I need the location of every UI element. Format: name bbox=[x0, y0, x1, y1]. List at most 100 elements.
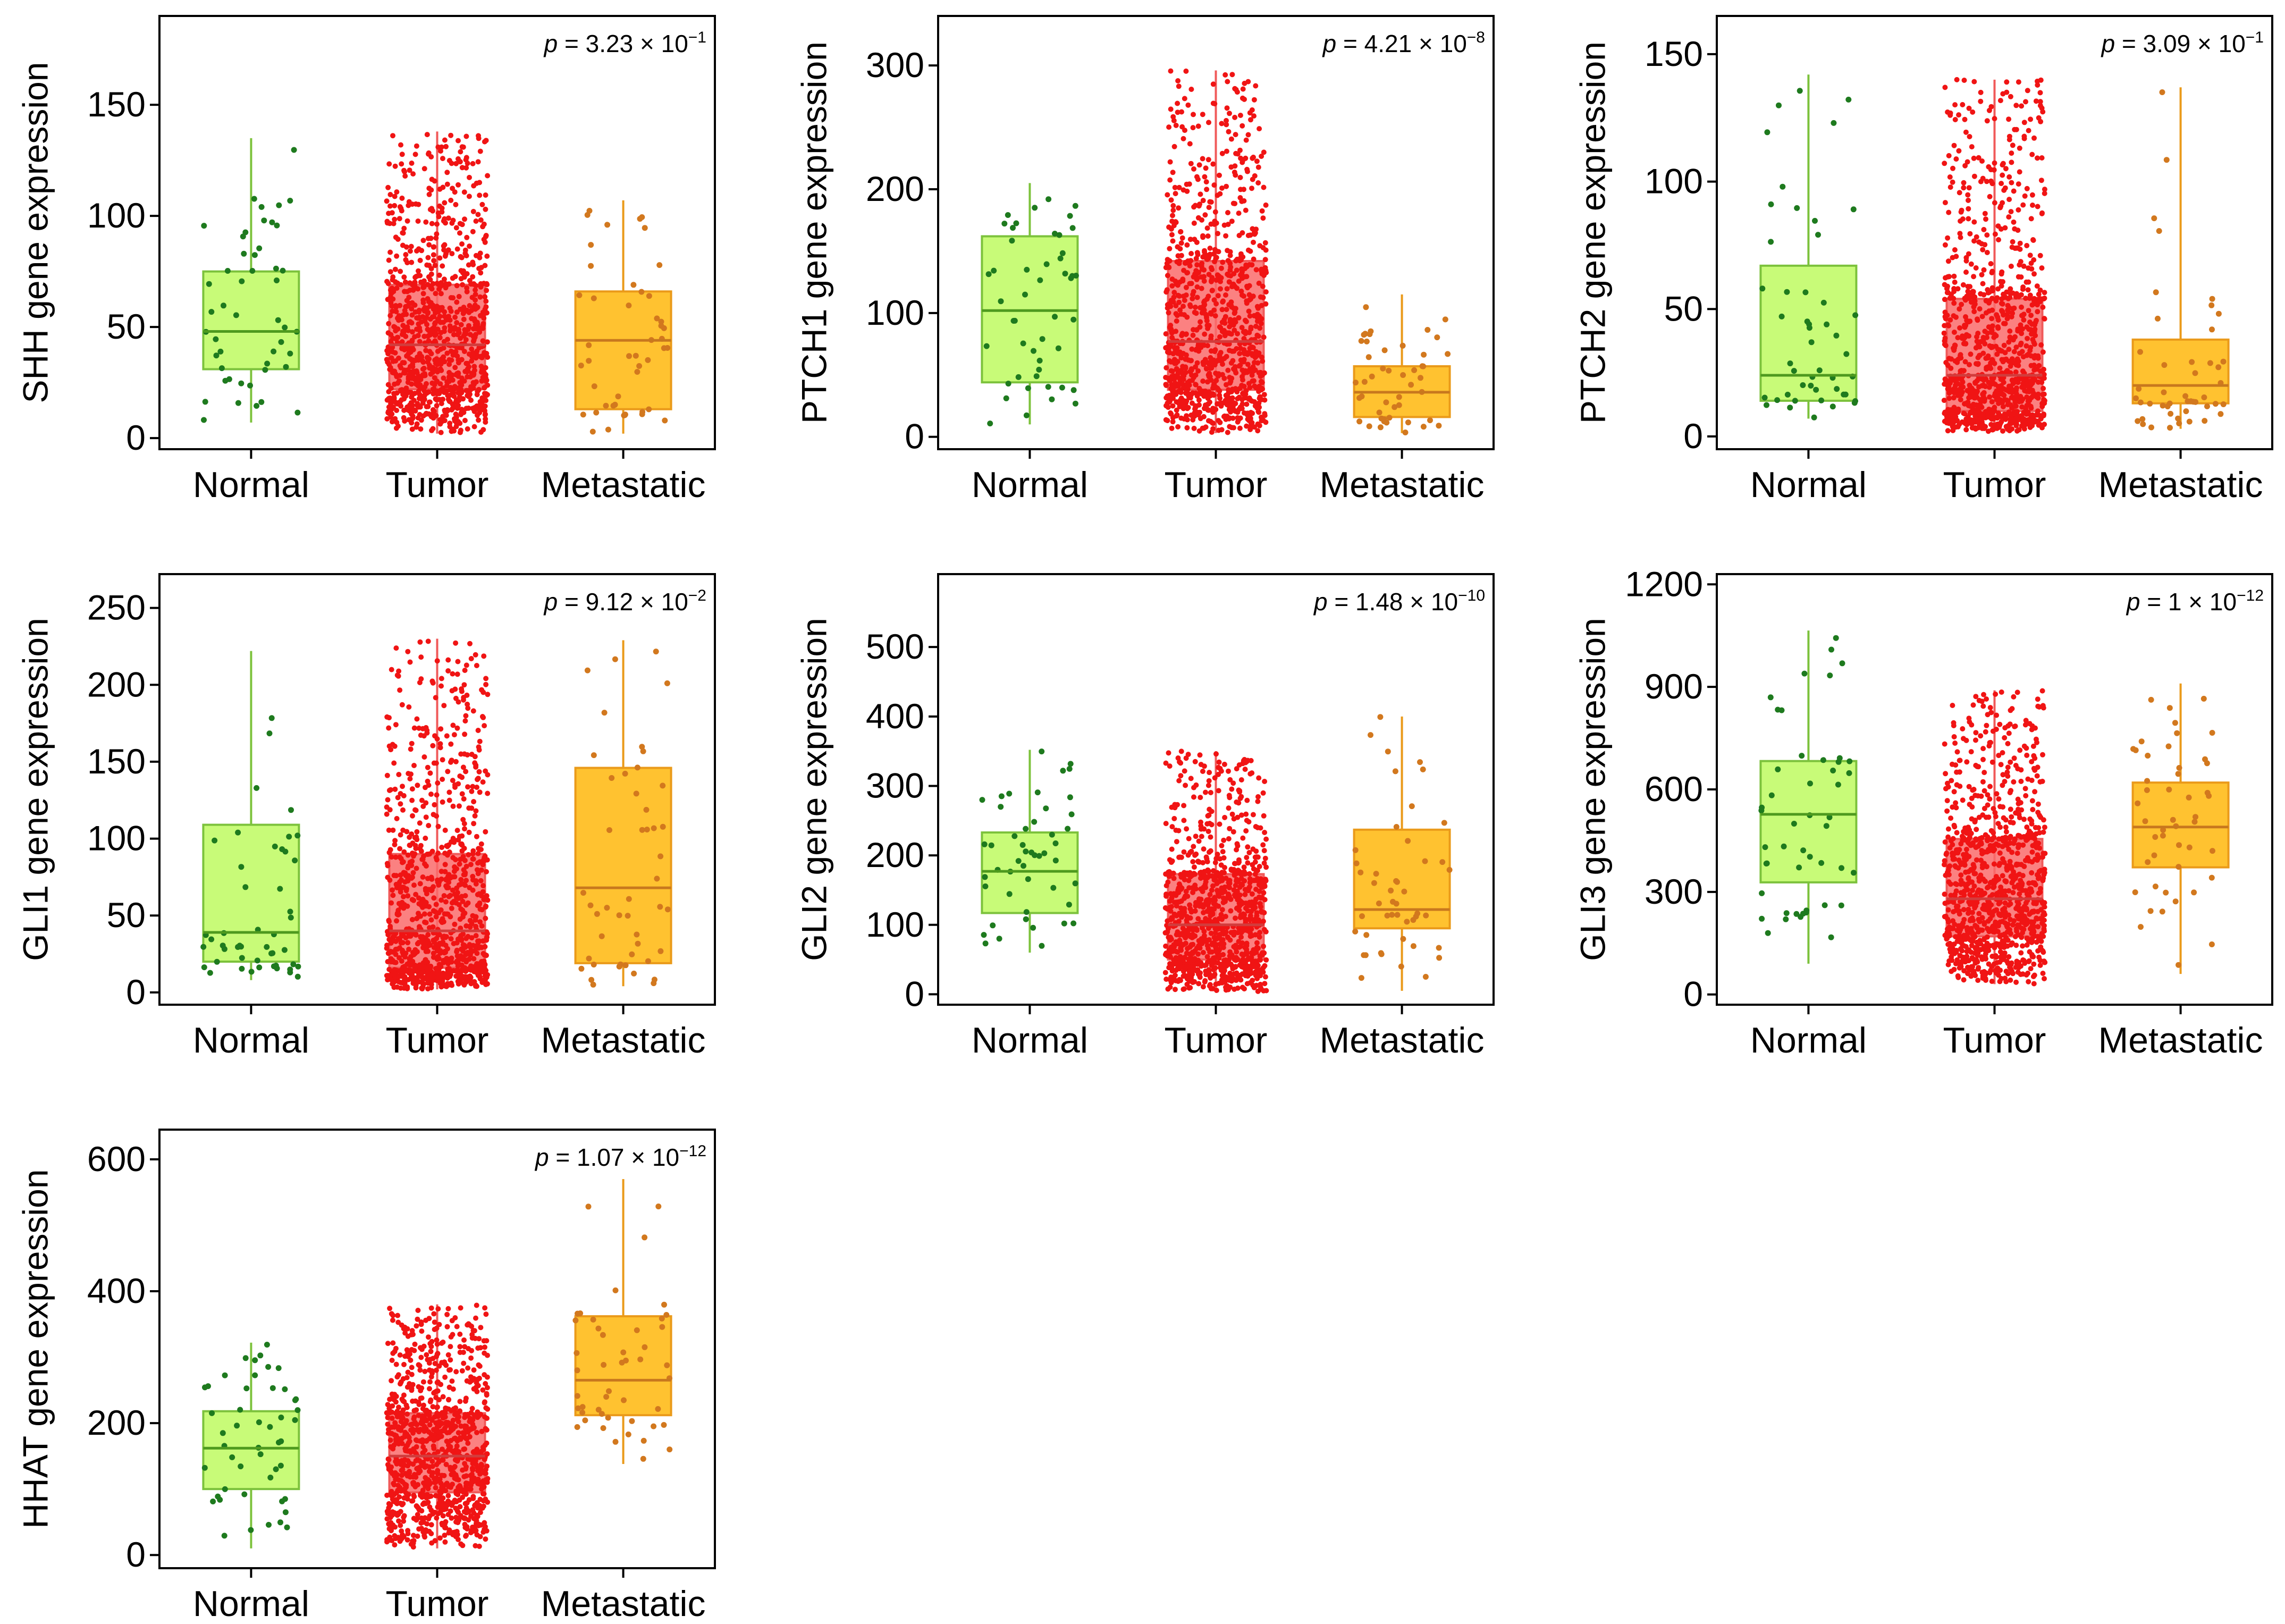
data-point bbox=[1033, 373, 1040, 380]
data-point bbox=[400, 807, 406, 813]
data-point bbox=[2012, 226, 2018, 232]
data-point bbox=[471, 799, 477, 804]
data-point bbox=[1972, 413, 1978, 419]
data-point bbox=[1163, 821, 1169, 827]
data-point bbox=[439, 897, 444, 903]
data-point bbox=[457, 159, 463, 165]
data-point bbox=[399, 208, 404, 214]
data-point bbox=[438, 430, 444, 435]
data-point bbox=[480, 323, 486, 329]
data-point bbox=[1262, 974, 1268, 980]
data-point bbox=[467, 973, 473, 979]
data-point bbox=[421, 365, 427, 371]
data-point bbox=[2215, 310, 2222, 317]
data-point bbox=[1977, 397, 1983, 402]
data-point bbox=[1203, 179, 1209, 185]
data-point bbox=[437, 950, 443, 956]
data-point bbox=[485, 931, 490, 937]
data-point bbox=[2022, 193, 2028, 199]
data-point bbox=[1185, 357, 1191, 363]
data-point bbox=[657, 948, 664, 954]
data-point bbox=[441, 703, 447, 709]
data-point bbox=[1380, 365, 1386, 372]
data-point bbox=[434, 792, 440, 798]
data-point bbox=[2042, 290, 2047, 296]
data-point bbox=[416, 268, 421, 274]
data-point bbox=[1794, 205, 1800, 211]
data-point bbox=[1163, 365, 1169, 371]
data-point bbox=[471, 364, 477, 369]
data-point bbox=[436, 962, 442, 967]
data-point bbox=[459, 894, 465, 899]
data-point bbox=[1989, 296, 1995, 301]
data-point bbox=[2025, 88, 2030, 94]
data-point bbox=[482, 944, 488, 949]
data-point bbox=[2006, 214, 2012, 220]
data-point bbox=[1235, 331, 1240, 336]
data-point bbox=[1190, 125, 1196, 131]
data-point bbox=[460, 912, 466, 918]
data-point bbox=[1070, 387, 1077, 393]
data-point bbox=[408, 746, 414, 752]
data-point bbox=[385, 932, 391, 938]
data-point bbox=[392, 203, 398, 208]
data-point bbox=[459, 686, 465, 692]
data-point bbox=[386, 827, 392, 833]
data-point bbox=[461, 333, 467, 339]
data-point bbox=[1262, 257, 1268, 263]
data-point bbox=[1947, 174, 1953, 180]
data-point bbox=[1989, 316, 1995, 322]
data-point bbox=[2007, 328, 2013, 334]
data-point bbox=[2020, 202, 2026, 208]
data-point bbox=[1258, 321, 1264, 326]
data-point bbox=[2182, 393, 2189, 399]
data-point bbox=[1947, 407, 1953, 413]
data-point bbox=[1196, 397, 1202, 403]
data-point bbox=[442, 137, 448, 143]
data-point bbox=[443, 899, 449, 905]
data-point bbox=[1068, 811, 1075, 818]
data-point bbox=[612, 656, 618, 662]
data-point bbox=[1952, 102, 1958, 108]
data-point bbox=[207, 970, 213, 976]
data-point bbox=[480, 224, 486, 230]
data-point bbox=[1208, 365, 1213, 371]
data-point bbox=[2167, 425, 2173, 431]
data-point bbox=[213, 352, 220, 359]
data-point bbox=[1242, 410, 1247, 416]
data-point bbox=[2001, 187, 2007, 193]
data-point bbox=[1259, 302, 1264, 308]
data-point bbox=[392, 266, 398, 272]
data-point bbox=[450, 186, 456, 191]
data-point bbox=[1229, 72, 1235, 78]
data-point bbox=[450, 351, 456, 357]
data-point bbox=[456, 328, 461, 334]
data-point bbox=[1973, 265, 1979, 271]
data-point bbox=[398, 282, 403, 288]
data-point bbox=[1050, 885, 1057, 891]
data-point bbox=[452, 921, 458, 927]
data-point bbox=[401, 370, 407, 376]
data-point bbox=[387, 365, 393, 371]
data-point bbox=[1944, 313, 1950, 318]
data-point bbox=[417, 639, 423, 645]
data-point bbox=[469, 752, 475, 758]
data-point bbox=[1245, 169, 1250, 174]
data-point bbox=[480, 338, 486, 344]
data-point bbox=[454, 725, 460, 731]
data-point bbox=[1170, 238, 1176, 244]
data-point bbox=[1172, 184, 1178, 190]
data-point bbox=[1420, 424, 1427, 430]
data-point bbox=[469, 354, 475, 360]
data-point bbox=[2006, 116, 2012, 122]
data-point bbox=[452, 968, 458, 974]
data-point bbox=[1995, 223, 2001, 229]
data-point bbox=[409, 259, 415, 265]
data-point bbox=[1167, 246, 1173, 251]
data-point bbox=[1246, 381, 1252, 386]
data-point bbox=[1992, 231, 1998, 237]
data-point bbox=[1191, 327, 1196, 333]
data-point bbox=[1171, 876, 1177, 881]
data-point bbox=[394, 390, 400, 396]
data-point bbox=[1945, 428, 1951, 434]
